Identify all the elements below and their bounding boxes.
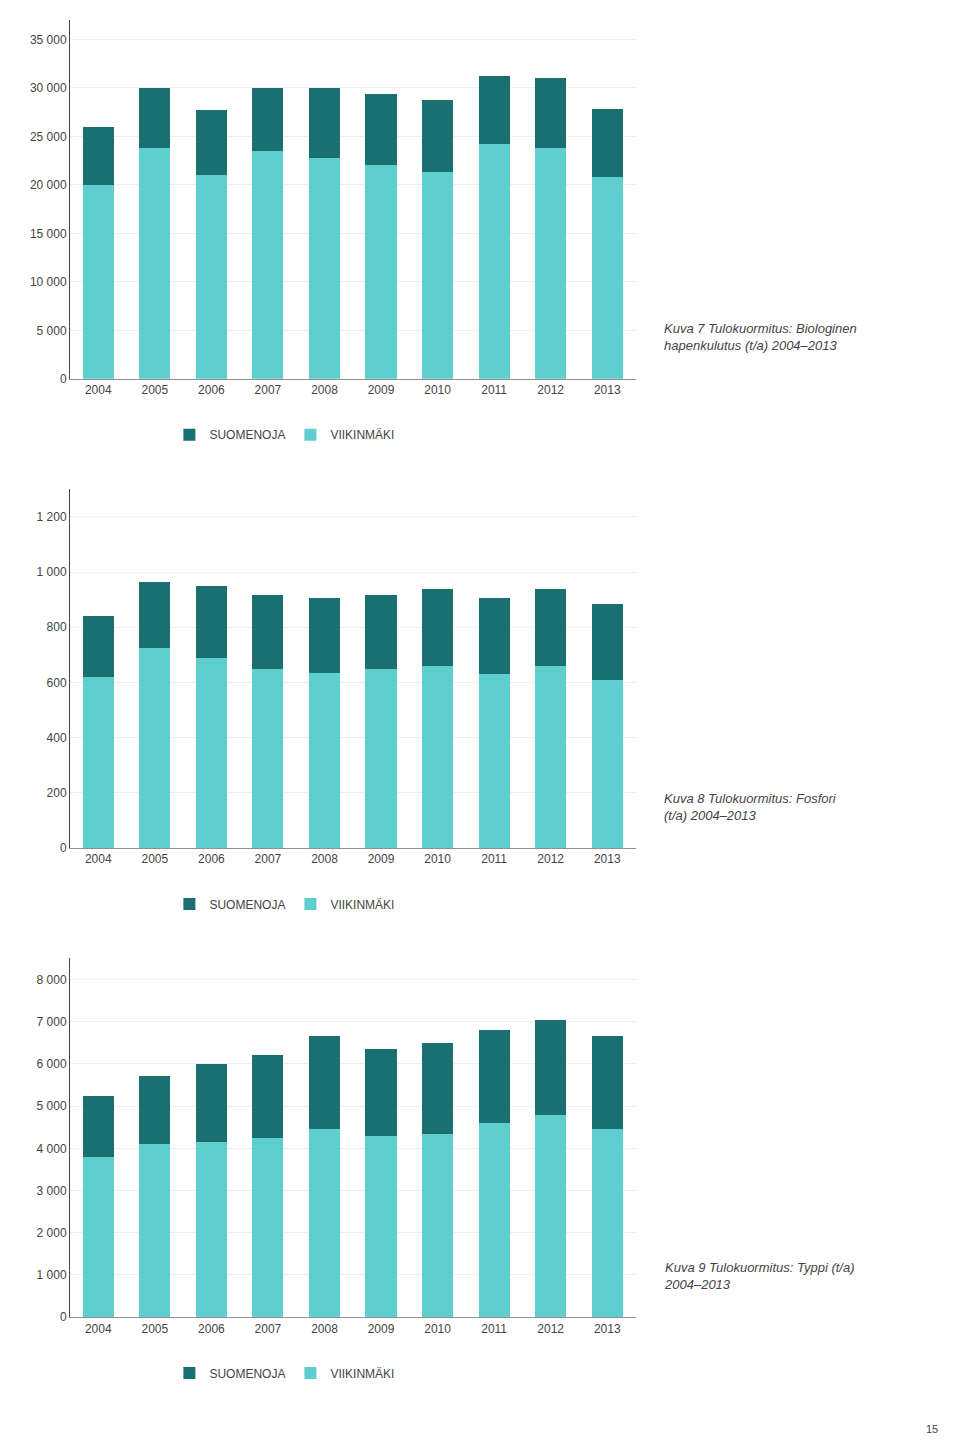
svg-text:2008: 2008 bbox=[311, 852, 338, 866]
svg-text:2009: 2009 bbox=[368, 383, 395, 397]
svg-text:2 000: 2 000 bbox=[37, 1226, 67, 1240]
svg-text:SUOMENOJA: SUOMENOJA bbox=[209, 898, 285, 912]
svg-text:0: 0 bbox=[60, 372, 67, 386]
svg-text:2010: 2010 bbox=[424, 383, 451, 397]
svg-text:25 000: 25 000 bbox=[30, 130, 67, 144]
svg-text:Kuva 8 Tulokuormitus: Fosfori(: Kuva 8 Tulokuormitus: Fosfori(t/a) 2004–… bbox=[664, 791, 837, 823]
svg-text:2004: 2004 bbox=[85, 1322, 112, 1336]
svg-text:400: 400 bbox=[47, 731, 67, 745]
svg-text:VIIKINMÄKI: VIIKINMÄKI bbox=[330, 898, 394, 912]
svg-text:5 000: 5 000 bbox=[37, 324, 67, 338]
svg-text:0: 0 bbox=[60, 1310, 67, 1324]
svg-text:2011: 2011 bbox=[481, 1322, 507, 1336]
svg-text:35 000: 35 000 bbox=[30, 33, 67, 47]
svg-text:600: 600 bbox=[47, 676, 67, 690]
svg-text:2013: 2013 bbox=[594, 852, 621, 866]
svg-text:2005: 2005 bbox=[141, 852, 168, 866]
svg-text:SUOMENOJA: SUOMENOJA bbox=[209, 428, 285, 442]
svg-text:2011: 2011 bbox=[481, 383, 507, 397]
svg-text:2009: 2009 bbox=[368, 852, 395, 866]
svg-text:2012: 2012 bbox=[537, 383, 564, 397]
svg-text:2007: 2007 bbox=[255, 383, 282, 397]
svg-text:2012: 2012 bbox=[537, 852, 564, 866]
svg-text:SUOMENOJA: SUOMENOJA bbox=[209, 1367, 285, 1381]
svg-text:2004: 2004 bbox=[85, 852, 112, 866]
svg-text:5 000: 5 000 bbox=[37, 1099, 67, 1113]
svg-text:7 000: 7 000 bbox=[37, 1015, 67, 1029]
svg-text:1 000: 1 000 bbox=[37, 565, 67, 579]
svg-text:4 000: 4 000 bbox=[37, 1142, 67, 1156]
svg-text:2010: 2010 bbox=[424, 852, 451, 866]
svg-text:15 000: 15 000 bbox=[30, 227, 67, 241]
svg-text:2006: 2006 bbox=[198, 383, 225, 397]
svg-text:VIIKINMÄKI: VIIKINMÄKI bbox=[330, 428, 394, 442]
svg-text:2009: 2009 bbox=[368, 1322, 395, 1336]
svg-text:2008: 2008 bbox=[311, 383, 338, 397]
svg-text:2006: 2006 bbox=[198, 852, 225, 866]
svg-text:2008: 2008 bbox=[311, 1322, 338, 1336]
svg-text:2013: 2013 bbox=[594, 383, 621, 397]
svg-text:3 000: 3 000 bbox=[37, 1184, 67, 1198]
svg-text:0: 0 bbox=[60, 841, 67, 855]
svg-text:10 000: 10 000 bbox=[30, 275, 67, 289]
svg-text:8 000: 8 000 bbox=[37, 973, 67, 987]
svg-text:30 000: 30 000 bbox=[30, 81, 67, 95]
svg-text:2006: 2006 bbox=[198, 1322, 225, 1336]
svg-text:Kuva 9 Tulokuormitus: Typpi (t: Kuva 9 Tulokuormitus: Typpi (t/a)2004–20… bbox=[664, 1260, 855, 1292]
svg-text:15: 15 bbox=[926, 1423, 938, 1435]
svg-text:2013: 2013 bbox=[594, 1322, 621, 1336]
svg-text:2007: 2007 bbox=[255, 852, 282, 866]
svg-text:2005: 2005 bbox=[141, 383, 168, 397]
svg-text:20 000: 20 000 bbox=[30, 178, 67, 192]
svg-text:VIIKINMÄKI: VIIKINMÄKI bbox=[330, 1367, 394, 1381]
svg-text:2004: 2004 bbox=[85, 383, 112, 397]
svg-text:6 000: 6 000 bbox=[37, 1057, 67, 1071]
svg-text:200: 200 bbox=[47, 786, 67, 800]
svg-text:2007: 2007 bbox=[255, 1322, 282, 1336]
svg-text:Kuva 7 Tulokuormitus: Biologin: Kuva 7 Tulokuormitus: Biologinenhapenkul… bbox=[664, 321, 857, 353]
svg-text:1 000: 1 000 bbox=[37, 1268, 67, 1282]
svg-text:2011: 2011 bbox=[481, 852, 507, 866]
svg-text:1 200: 1 200 bbox=[37, 510, 67, 524]
svg-text:800: 800 bbox=[47, 620, 67, 634]
svg-text:2012: 2012 bbox=[537, 1322, 564, 1336]
svg-text:2005: 2005 bbox=[141, 1322, 168, 1336]
svg-text:2010: 2010 bbox=[424, 1322, 451, 1336]
